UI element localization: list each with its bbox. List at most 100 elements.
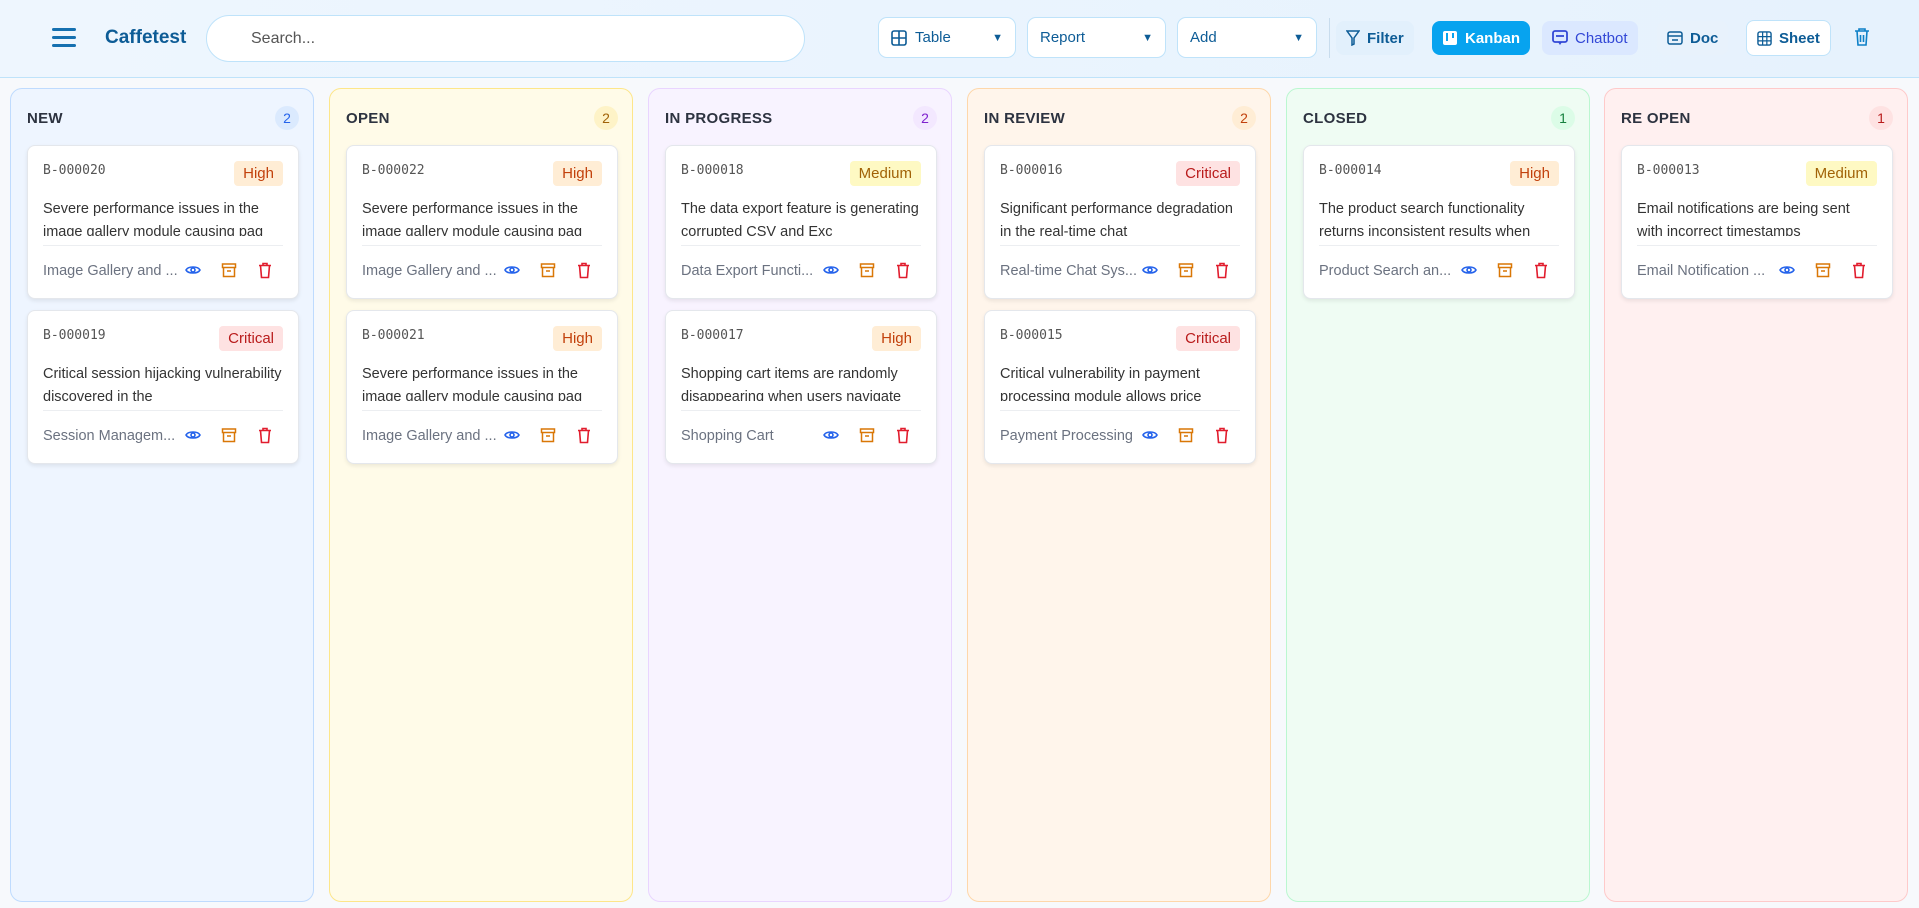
column-title: IN REVIEW [984, 110, 1066, 127]
priority-badge: Critical [1176, 326, 1240, 351]
archive-icon[interactable] [221, 427, 237, 448]
priority-badge: High [1510, 161, 1559, 186]
delete-trash-icon[interactable] [896, 427, 910, 449]
column-re-open: RE OPEN 1 B-000013 Medium Email notifica… [1604, 88, 1908, 902]
delete-trash-icon[interactable] [258, 262, 272, 284]
column-title: NEW [27, 110, 63, 127]
top-toolbar: Caffetest Table ▼ Report ▼ Add ▼ Filter … [0, 0, 1919, 78]
archive-icon[interactable] [221, 262, 237, 283]
doc-label: Doc [1690, 29, 1719, 47]
bug-card[interactable]: B-000017 High Shopping cart items are ra… [665, 310, 937, 464]
archive-icon[interactable] [1815, 262, 1831, 283]
module-name: Payment Processing [1000, 428, 1133, 444]
column-count-badge: 2 [913, 106, 937, 130]
delete-trash-icon[interactable] [577, 427, 591, 449]
column-count-badge: 1 [1869, 106, 1893, 130]
card-divider [43, 410, 283, 411]
table-icon [891, 29, 907, 46]
bug-card[interactable]: B-000013 Medium Email notifications are … [1621, 145, 1893, 299]
chatbot-label: Chatbot [1575, 29, 1628, 47]
menu-icon[interactable] [52, 28, 76, 48]
archive-icon[interactable] [540, 262, 556, 283]
bug-card[interactable]: B-000015 Critical Critical vulnerability… [984, 310, 1256, 464]
kanban-icon [1443, 31, 1457, 45]
toolbar-divider [1329, 18, 1330, 58]
card-divider [43, 245, 283, 246]
bug-id: B-000021 [362, 328, 425, 343]
bug-description: Critical vulnerability in payment proces… [1000, 366, 1202, 401]
view-eye-icon[interactable] [504, 427, 520, 448]
delete-trash-icon[interactable] [1215, 427, 1229, 449]
bug-card[interactable]: B-000022 High Severe performance issues … [346, 145, 618, 299]
priority-badge: Medium [849, 161, 921, 186]
search-input[interactable] [206, 15, 805, 62]
card-divider [1000, 410, 1240, 411]
column-title: IN PROGRESS [665, 110, 773, 127]
table-view-dropdown[interactable]: Table ▼ [878, 17, 1016, 58]
view-eye-icon[interactable] [823, 262, 839, 283]
view-eye-icon[interactable] [1142, 262, 1158, 283]
view-eye-icon[interactable] [185, 262, 201, 283]
bug-description: Critical session hijacking vulnerability… [43, 366, 282, 401]
bug-card[interactable]: B-000019 Critical Critical session hijac… [27, 310, 299, 464]
priority-badge: Critical [219, 326, 283, 351]
delete-trash-icon[interactable] [896, 262, 910, 284]
view-eye-icon[interactable] [1461, 262, 1477, 283]
module-name: Image Gallery and ... [43, 263, 178, 279]
module-name: Real-time Chat Sys... [1000, 263, 1137, 279]
bug-description: Severe performance issues in the image g… [43, 201, 264, 236]
bug-id: B-000018 [681, 163, 744, 178]
view-eye-icon[interactable] [823, 427, 839, 448]
bug-card[interactable]: B-000018 Medium The data export feature … [665, 145, 937, 299]
bug-id: B-000014 [1319, 163, 1382, 178]
filter-label: Filter [1367, 29, 1404, 47]
filter-button[interactable]: Filter [1336, 21, 1414, 55]
bug-description: Significant performance degradation in t… [1000, 201, 1233, 236]
delete-trash-icon[interactable] [1534, 262, 1548, 284]
view-eye-icon[interactable] [504, 262, 520, 283]
archive-icon[interactable] [859, 262, 875, 283]
archive-icon[interactable] [1178, 427, 1194, 448]
module-name: Email Notification ... [1637, 263, 1766, 279]
bug-id: B-000017 [681, 328, 744, 343]
sheet-button[interactable]: Sheet [1746, 20, 1831, 56]
priority-badge: High [553, 326, 602, 351]
delete-trash-icon[interactable] [1852, 262, 1866, 284]
view-eye-icon[interactable] [185, 427, 201, 448]
card-divider [362, 245, 602, 246]
column-in-progress: IN PROGRESS 2 B-000018 Medium The data e… [648, 88, 952, 902]
bug-card[interactable]: B-000014 High The product search functio… [1303, 145, 1575, 299]
view-eye-icon[interactable] [1779, 262, 1795, 283]
bug-card[interactable]: B-000021 High Severe performance issues … [346, 310, 618, 464]
caret-down-icon: ▼ [992, 31, 1003, 44]
chatbot-button[interactable]: Chatbot [1542, 21, 1638, 55]
column-count-badge: 2 [1232, 106, 1256, 130]
report-dropdown[interactable]: Report ▼ [1027, 17, 1166, 58]
column-count-badge: 2 [594, 106, 618, 130]
module-name: Data Export Functi... [681, 263, 814, 279]
doc-icon [1667, 31, 1683, 45]
delete-trash-icon[interactable] [258, 427, 272, 449]
chatbot-icon [1552, 29, 1568, 45]
archive-icon[interactable] [1178, 262, 1194, 283]
add-dropdown[interactable]: Add ▼ [1177, 17, 1317, 58]
sheet-label: Sheet [1779, 29, 1820, 47]
delete-trash-icon[interactable] [1215, 262, 1229, 284]
archive-icon[interactable] [540, 427, 556, 448]
archive-icon[interactable] [859, 427, 875, 448]
bug-card[interactable]: B-000020 High Severe performance issues … [27, 145, 299, 299]
doc-button[interactable]: Doc [1657, 21, 1729, 55]
kanban-button[interactable]: Kanban [1432, 21, 1531, 55]
bug-description: Severe performance issues in the image g… [362, 201, 583, 236]
caret-down-icon: ▼ [1293, 31, 1304, 44]
trash-icon[interactable] [1854, 27, 1870, 47]
bug-card[interactable]: B-000016 Critical Significant performanc… [984, 145, 1256, 299]
bug-description: The data export feature is generating co… [681, 201, 919, 236]
column-new: NEW 2 B-000020 High Severe performance i… [10, 88, 314, 902]
caret-down-icon: ▼ [1142, 31, 1153, 44]
delete-trash-icon[interactable] [577, 262, 591, 284]
column-count-badge: 2 [275, 106, 299, 130]
archive-icon[interactable] [1497, 262, 1513, 283]
view-eye-icon[interactable] [1142, 427, 1158, 448]
bug-description: Email notifications are being sent with … [1637, 201, 1850, 236]
